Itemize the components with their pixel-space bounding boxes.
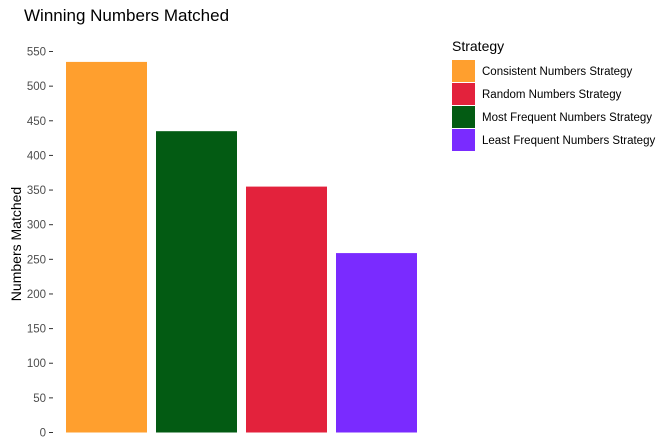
legend: Strategy Consistent Numbers Strategy Rand… [452,38,655,151]
y-tick-label: 500 [27,81,46,93]
chart-title: Winning Numbers Matched [24,6,229,25]
y-tick-label: 250 [27,254,46,266]
y-tick-label: 150 [27,324,46,336]
y-tick-label: 200 [27,289,46,301]
y-tick-label: 450 [27,116,46,128]
legend-label: Random Numbers Strategy [482,89,622,101]
legend-title: Strategy [452,38,504,54]
y-tick-label: 350 [27,185,46,197]
legend-swatch [452,60,475,82]
bar [336,253,417,433]
legend-swatch [452,129,475,151]
y-tick-label: 550 [27,47,46,59]
y-axis-label: Numbers Matched [8,187,24,301]
bar [246,186,327,433]
legend-label: Consistent Numbers Strategy [482,66,632,78]
legend-label: Most Frequent Numbers Strategy [482,112,652,124]
y-axis: 0 50 100 150 200 250 300 350 400 450 500 550 [27,47,53,440]
y-tick-label: 100 [27,358,46,370]
bar-series [66,61,417,433]
y-tick-label: 400 [27,150,46,162]
bar [66,61,147,433]
legend-label: Least Frequent Numbers Strategy [482,135,655,147]
y-tick-label: 0 [40,428,46,440]
legend-swatch [452,106,475,128]
bar [156,131,237,433]
y-tick-label: 50 [33,393,46,405]
y-tick-label: 300 [27,220,46,232]
legend-swatch [452,83,475,105]
